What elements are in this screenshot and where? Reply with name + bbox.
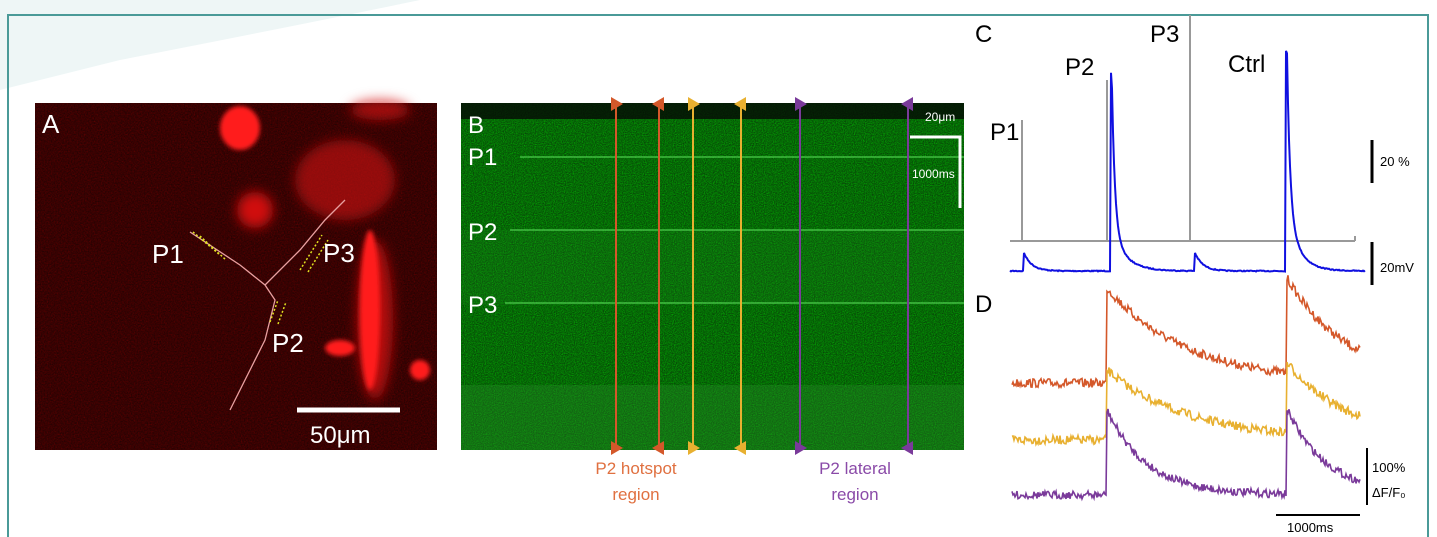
trace bbox=[1012, 362, 1360, 444]
stim-label: P2 bbox=[1065, 54, 1094, 81]
stim-label: P1 bbox=[990, 119, 1019, 146]
panel-letter: C bbox=[975, 21, 992, 48]
scale-label: 50μm bbox=[310, 422, 371, 449]
panel-letter: D bbox=[975, 291, 992, 318]
site-label: P2 bbox=[468, 219, 497, 246]
region-label: P2 lateral bbox=[819, 459, 891, 478]
scale-label: 20μm bbox=[925, 110, 955, 124]
trace bbox=[1010, 51, 1365, 272]
scale-label: 20mV bbox=[1380, 260, 1414, 275]
site-label: P1 bbox=[468, 144, 497, 171]
site-label: P3 bbox=[323, 238, 355, 268]
site-label: P3 bbox=[468, 292, 497, 319]
panel-letter: A bbox=[42, 109, 60, 139]
scale-label: ΔF/F₀ bbox=[1372, 485, 1406, 500]
stim-label: P3 bbox=[1150, 21, 1179, 48]
scale-label: 1000ms bbox=[1287, 520, 1334, 535]
panel-a bbox=[35, 100, 437, 450]
site-label: P2 bbox=[272, 328, 304, 358]
scale-label: 100% bbox=[1372, 460, 1406, 475]
scale-label: 20 % bbox=[1380, 154, 1410, 169]
region-label: region bbox=[831, 485, 878, 504]
scale-label: 1000ms bbox=[912, 167, 955, 181]
decor bbox=[0, 0, 420, 90]
stim-label: Ctrl bbox=[1228, 51, 1265, 78]
panel-d bbox=[1012, 275, 1367, 515]
panel-letter: B bbox=[468, 112, 484, 139]
panel-b bbox=[461, 97, 964, 455]
trace bbox=[1012, 409, 1360, 499]
figure: A P1 P3 P2 50μm B P1 P2 P3 20μm 1000ms P… bbox=[0, 0, 1437, 537]
region-label: region bbox=[612, 485, 659, 504]
region-label: P2 hotspot bbox=[595, 459, 677, 478]
site-label: P1 bbox=[152, 239, 184, 269]
trace bbox=[1012, 275, 1360, 387]
